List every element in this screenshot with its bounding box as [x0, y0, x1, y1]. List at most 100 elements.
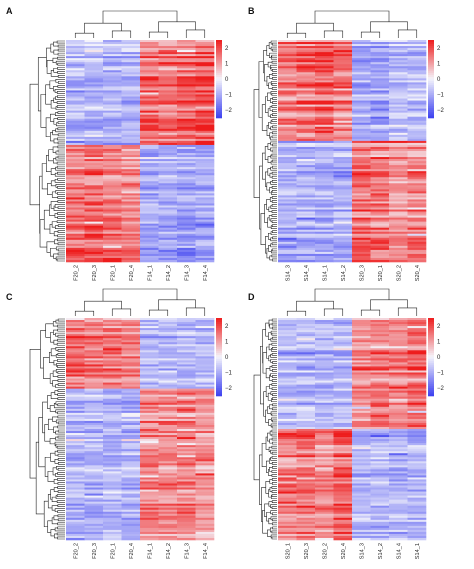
heatmap-cell [84, 76, 104, 79]
heatmap-cell [352, 90, 371, 93]
heatmap-cell [333, 463, 353, 466]
heatmap-cell [195, 463, 215, 466]
column-label: F20_1 [110, 543, 116, 559]
heatmap-cell [140, 173, 159, 176]
color-scale-step [428, 71, 434, 74]
heatmap-cell [389, 173, 408, 176]
heatmap-cell [370, 489, 390, 492]
dendrogram-branch [271, 387, 277, 390]
heatmap-cell [278, 483, 297, 486]
heatmap-cell [103, 394, 122, 398]
heatmap-cell [315, 233, 334, 237]
heatmap-cell [177, 44, 196, 47]
heatmap-cell [278, 455, 297, 458]
heatmap-cell [158, 157, 178, 160]
heatmap-cell [407, 392, 427, 395]
heatmap-cell [389, 451, 408, 454]
heatmap-cell [370, 90, 390, 93]
heatmap-cell [296, 418, 316, 422]
heatmap-cell [195, 100, 215, 103]
heatmap-cell [103, 249, 122, 253]
heatmap-cell [352, 340, 371, 343]
heatmap-cell [407, 511, 427, 515]
heatmap-cell [121, 398, 141, 402]
heatmap-cell [195, 380, 215, 383]
heatmap-cell [140, 449, 159, 452]
heatmap-cell [389, 56, 408, 59]
heatmap-cell [278, 219, 297, 222]
heatmap-cell [84, 50, 104, 53]
heatmap-cell [389, 116, 408, 120]
heatmap-cell [370, 62, 390, 65]
heatmap-cell [315, 455, 334, 458]
color-scale: 210−1−2 [216, 318, 233, 397]
heatmap-cell [407, 153, 427, 156]
heatmap-cell [296, 531, 316, 535]
dendrogram-branch [271, 249, 277, 254]
color-scale-step [428, 329, 434, 332]
heatmap-cell [315, 118, 334, 122]
heatmap-cell [66, 108, 85, 111]
heatmap-cell [66, 338, 85, 341]
heatmap-cell [66, 229, 85, 233]
heatmap-cell [140, 213, 159, 216]
heatmap-cell [278, 479, 297, 482]
heatmap-cell [407, 523, 427, 527]
heatmap-cell [389, 197, 408, 200]
heatmap-cell [315, 52, 334, 55]
heatmap-cell [121, 94, 141, 97]
heatmap-cell [296, 138, 316, 142]
color-scale-step [216, 335, 222, 338]
heatmap-cell [370, 102, 390, 105]
heatmap-cell [315, 429, 334, 432]
heatmap-cell [389, 388, 408, 391]
heatmap-cell [84, 465, 104, 468]
heatmap-cell [370, 183, 390, 186]
dendrogram-branch [55, 79, 65, 83]
heatmap-cell [352, 356, 371, 359]
heatmap-cell [195, 106, 215, 109]
heatmap-cell [66, 247, 85, 251]
color-scale-step [428, 370, 434, 373]
heatmap-cell [121, 437, 141, 440]
heatmap-cell [140, 175, 159, 178]
heatmap-cell [140, 340, 159, 343]
heatmap-cell [195, 386, 215, 389]
heatmap-cell [278, 255, 297, 259]
dendrogram-branch [57, 324, 65, 328]
heatmap-cell [66, 368, 85, 371]
heatmap-cell [278, 439, 297, 442]
heatmap-cell [140, 457, 159, 460]
heatmap-cell [278, 521, 297, 525]
heatmap-cell [296, 439, 316, 442]
heatmap-cell [352, 515, 371, 519]
dendrogram-branch [271, 470, 277, 473]
heatmap-cell [177, 72, 196, 75]
heatmap-cell [389, 237, 408, 241]
heatmap-cell [407, 382, 427, 385]
heatmap-cell [315, 189, 334, 192]
heatmap-cell [278, 523, 297, 527]
heatmap-cell [389, 231, 408, 235]
heatmap-cell [121, 106, 141, 109]
dendrogram-branch [268, 215, 272, 221]
heatmap-cell [103, 138, 122, 142]
heatmap-cell [103, 422, 122, 426]
heatmap-cell [158, 213, 178, 216]
heatmap-cell [177, 88, 196, 91]
heatmap-cell [84, 382, 104, 385]
heatmap-cell [352, 114, 371, 117]
heatmap-cell [407, 221, 427, 224]
heatmap-cell [121, 338, 141, 341]
heatmap-cell [389, 495, 408, 498]
heatmap-cell [333, 66, 353, 69]
heatmap-cell [121, 374, 141, 377]
heatmap-cell [103, 463, 122, 466]
heatmap-cell [407, 402, 427, 406]
heatmap-cell [370, 155, 390, 158]
heatmap-cell [370, 169, 390, 172]
heatmap-cell [66, 358, 85, 361]
heatmap-cell [158, 249, 178, 253]
heatmap-cell [121, 453, 141, 456]
heatmap-cell [352, 96, 371, 99]
